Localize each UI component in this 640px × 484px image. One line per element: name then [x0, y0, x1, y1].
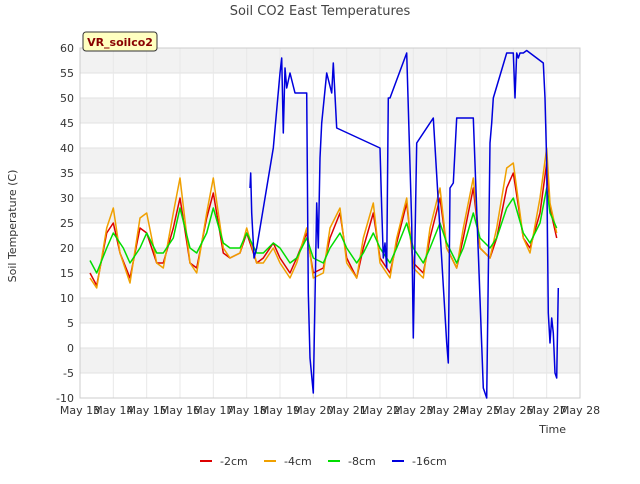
- y-tick-label: -5: [63, 367, 74, 380]
- series-lines: [89, 49, 560, 399]
- y-tick-label: -10: [56, 392, 74, 405]
- site-label-box: VR_soilco2: [82, 31, 158, 52]
- y-axis-ticks: -10 -5 0 5 10 15 20 25 30 35 40 45 50 55 60: [56, 42, 74, 405]
- x-tick-label: May 28: [560, 404, 600, 417]
- plot-band: [80, 98, 580, 123]
- series-line-3: [249, 49, 560, 399]
- x-tick-label: May 19: [260, 404, 300, 417]
- y-tick-label: 25: [60, 217, 74, 230]
- y-tick-label: 0: [67, 342, 74, 355]
- plot-band: [80, 198, 580, 223]
- x-tick-label: May 25: [460, 404, 500, 417]
- x-tick-label: May 15: [127, 404, 167, 417]
- y-axis-label: Soil Temperature (C): [6, 170, 19, 283]
- legend-label: -16cm: [412, 455, 447, 468]
- chart-title: Soil CO2 East Temperatures: [230, 4, 411, 19]
- y-tick-label: 30: [60, 192, 74, 205]
- plot-band: [80, 48, 580, 73]
- x-tick-label: May 20: [293, 404, 333, 417]
- x-tick-label: May 18: [227, 404, 267, 417]
- x-axis-label: Time: [538, 423, 566, 436]
- legend-label: -4cm: [284, 455, 312, 468]
- x-tick-label: May 26: [493, 404, 533, 417]
- x-tick-label: May 14: [93, 404, 133, 417]
- y-tick-label: 5: [67, 317, 74, 330]
- legend: -2cm -4cm -8cm -16cm: [200, 455, 447, 468]
- series-line-1: [89, 147, 558, 289]
- x-tick-label: May 27: [527, 404, 567, 417]
- y-tick-label: 60: [60, 42, 74, 55]
- y-tick-label: 45: [60, 117, 74, 130]
- plot-band: [80, 298, 580, 323]
- legend-label: -8cm: [348, 455, 376, 468]
- y-tick-label: 40: [60, 142, 74, 155]
- x-tick-label: May 13: [60, 404, 100, 417]
- plot-band: [80, 348, 580, 373]
- legend-label: -2cm: [220, 455, 248, 468]
- x-tick-label: May 22: [360, 404, 400, 417]
- plot-band: [80, 148, 580, 173]
- y-tick-label: 20: [60, 242, 74, 255]
- y-tick-label: 55: [60, 67, 74, 80]
- plot-bands: [80, 48, 580, 373]
- site-label: VR_soilco2: [87, 36, 153, 49]
- x-tick-label: May 21: [327, 404, 367, 417]
- y-tick-label: 50: [60, 92, 74, 105]
- y-tick-label: 15: [60, 267, 74, 280]
- plot-frame: [79, 47, 581, 399]
- x-tick-label: May 17: [193, 404, 233, 417]
- x-tick-label: May 16: [160, 404, 200, 417]
- x-tick-label: May 24: [427, 404, 467, 417]
- series-line-2: [89, 187, 558, 274]
- y-tick-label: 10: [60, 292, 74, 305]
- x-tick-label: May 23: [393, 404, 433, 417]
- y-tick-label: 35: [60, 167, 74, 180]
